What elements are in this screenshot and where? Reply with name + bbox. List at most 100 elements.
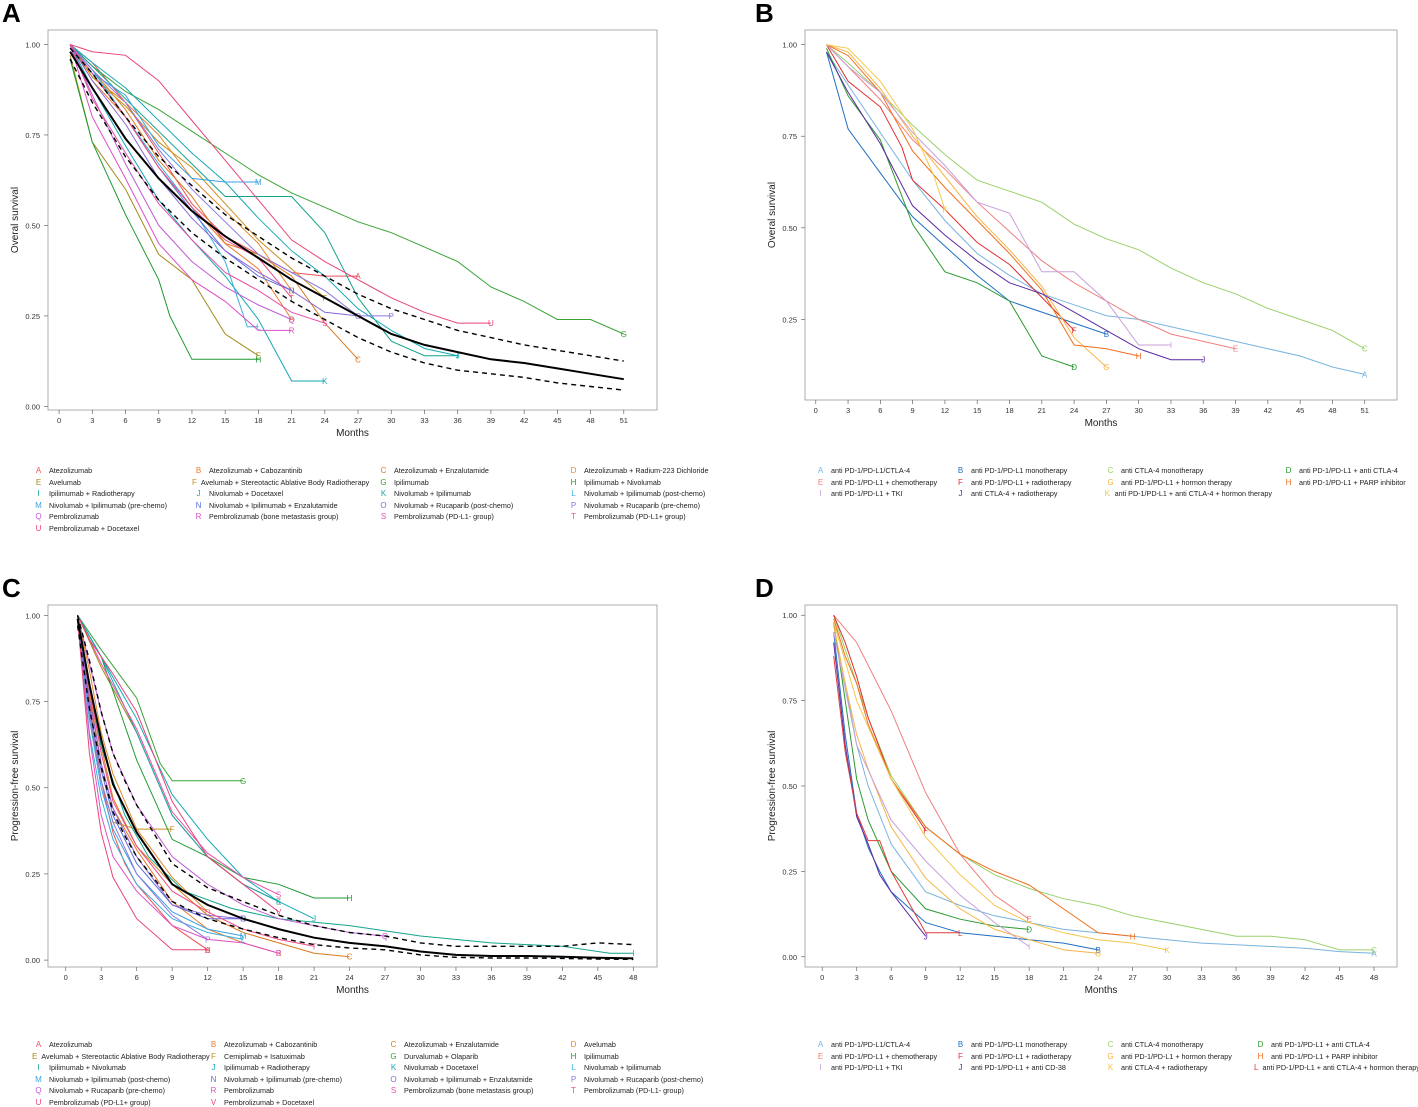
legend-item: U Pembrolizumab (PD-L1+ group)	[32, 1098, 197, 1107]
series-end-label: H	[1136, 352, 1142, 361]
legend-c: A Atezolizumab B Atezolizumab + Cabozantini…	[32, 1040, 717, 1107]
series-end-label: A	[1362, 370, 1368, 379]
legend-key: J	[958, 1063, 963, 1073]
legend-label: anti PD-1/PD-L1 monotherapy	[971, 1040, 1068, 1049]
legend-key: I	[37, 1063, 40, 1073]
legend-key: K	[1104, 489, 1110, 499]
legend-label: anti PD-1/PD-L1 + PARP inhibitor	[1271, 1051, 1378, 1061]
series-line-m	[77, 618, 244, 937]
legend-key: E	[817, 1051, 824, 1061]
x-tick-label: 27	[381, 973, 389, 982]
legend-label: anti PD-1/PD-L1 + radiotherapy	[971, 477, 1072, 487]
x-tick-label: 0	[814, 406, 818, 415]
legend-key: G	[380, 477, 387, 487]
x-tick-label: 6	[135, 973, 139, 982]
legend-label: Nivolumab + Ipilimumab (pre-chemo)	[224, 1074, 343, 1084]
series-end-label: T	[289, 294, 294, 303]
series-line-g	[77, 615, 244, 782]
legend-item: Q Nivolumab + Rucaparib (pre-chemo)	[32, 1086, 197, 1095]
series-line-c	[826, 44, 1365, 350]
series-end-label: B	[276, 949, 281, 958]
series-end-label: I	[632, 949, 634, 958]
series-end-label: M	[255, 178, 262, 187]
series-line-g	[833, 625, 1099, 954]
legend-key: K	[1107, 1063, 1114, 1073]
legend-key: J	[211, 1063, 216, 1073]
legend-key: I	[819, 489, 822, 499]
x-tick-label: 9	[924, 973, 928, 982]
series-line-q	[69, 44, 292, 320]
panel-label-b: B	[755, 0, 774, 28]
legend-label: anti CTLA-4 + radiotherapy	[1121, 1063, 1208, 1073]
legend-label: Cemiplimab + Isatuximab	[224, 1051, 305, 1061]
series-line-o	[69, 44, 359, 317]
legend-item: M Nivolumab + Ipilimumab (post-chemo)	[32, 1075, 197, 1084]
x-tick-label: 30	[416, 973, 424, 982]
legend-item: P Nivolumab + Rucaparib (post-chemo)	[567, 1075, 717, 1084]
panel-label-d: D	[755, 573, 774, 603]
legend-key: N	[195, 500, 202, 510]
legend-item: A Atezolizumab	[32, 466, 182, 475]
series-end-label: B	[1095, 946, 1100, 955]
legend-label: anti PD-1/PD-L1 + PARP inhibitor	[1299, 477, 1406, 487]
series-line-s	[77, 615, 279, 896]
legend-label: anti CTLA-4 + radiotherapy	[971, 489, 1058, 499]
series-line-v	[77, 615, 279, 913]
x-axis-label: Months	[1085, 418, 1118, 429]
legend-item: N Nivolumab + Ipilimumab + Enzalutamide	[192, 501, 367, 510]
series-end-label: J	[456, 352, 460, 361]
y-tick-label: 0.25	[25, 312, 40, 321]
legend-key: V	[210, 1097, 217, 1107]
legend-key: N	[210, 1074, 217, 1084]
legend-item: K Nivolumab + Docetaxel	[387, 1063, 557, 1072]
series-line-o	[77, 615, 244, 920]
series-end-label: S	[322, 319, 327, 328]
legend-item: C Atezolizumab + Enzalutamide	[387, 1040, 557, 1049]
legend-item: E Avelumab	[32, 478, 182, 487]
y-tick-label: 0.75	[25, 698, 40, 707]
legend-key: P	[570, 1074, 577, 1084]
series-end-label: I	[1170, 341, 1172, 350]
series-end-label: K	[942, 206, 948, 215]
legend-label: Atezolizumab	[49, 466, 93, 475]
series-end-label: H	[347, 894, 353, 903]
legend-item: H Ipilimumab + Nivolumab	[567, 478, 737, 487]
x-tick-label: 3	[855, 973, 859, 982]
x-axis-label: Months	[336, 985, 369, 996]
legend-key: L	[571, 1063, 576, 1073]
legend-item: I Ipilimumab + Nivolumab	[32, 1063, 197, 1072]
series-line-i	[826, 44, 1171, 346]
legend-label: Nivolumab + Ipilimumab	[584, 1063, 661, 1073]
y-tick-label: 0.00	[25, 956, 40, 965]
x-tick-label: 15	[973, 406, 981, 415]
panel-label-a: A	[2, 0, 21, 28]
legend-label: Pembrolizumab	[224, 1086, 274, 1096]
legend-key: B	[957, 1040, 964, 1049]
legend-key: O	[390, 1074, 397, 1084]
series-end-label: U	[205, 946, 211, 955]
legend-key: D	[1257, 1040, 1264, 1049]
x-tick-label: 12	[956, 973, 964, 982]
legend-label: Atezolizumab + Cabozantinib	[224, 1040, 318, 1049]
x-tick-label: 42	[558, 973, 566, 982]
legend-label: anti PD-1/PD-L1 + hormon therapy	[1121, 1051, 1232, 1061]
legend-label: Nivolumab + Rucaparib (pre-chemo)	[584, 500, 701, 510]
x-tick-label: 21	[1038, 406, 1046, 415]
legend-item: O Nivolumab + Rucaparib (post-chemo)	[377, 501, 557, 510]
legend-key: L	[571, 489, 576, 499]
legend-key: H	[1285, 477, 1292, 487]
legend-key: D	[570, 1040, 577, 1049]
series-end-label: G	[621, 330, 627, 339]
